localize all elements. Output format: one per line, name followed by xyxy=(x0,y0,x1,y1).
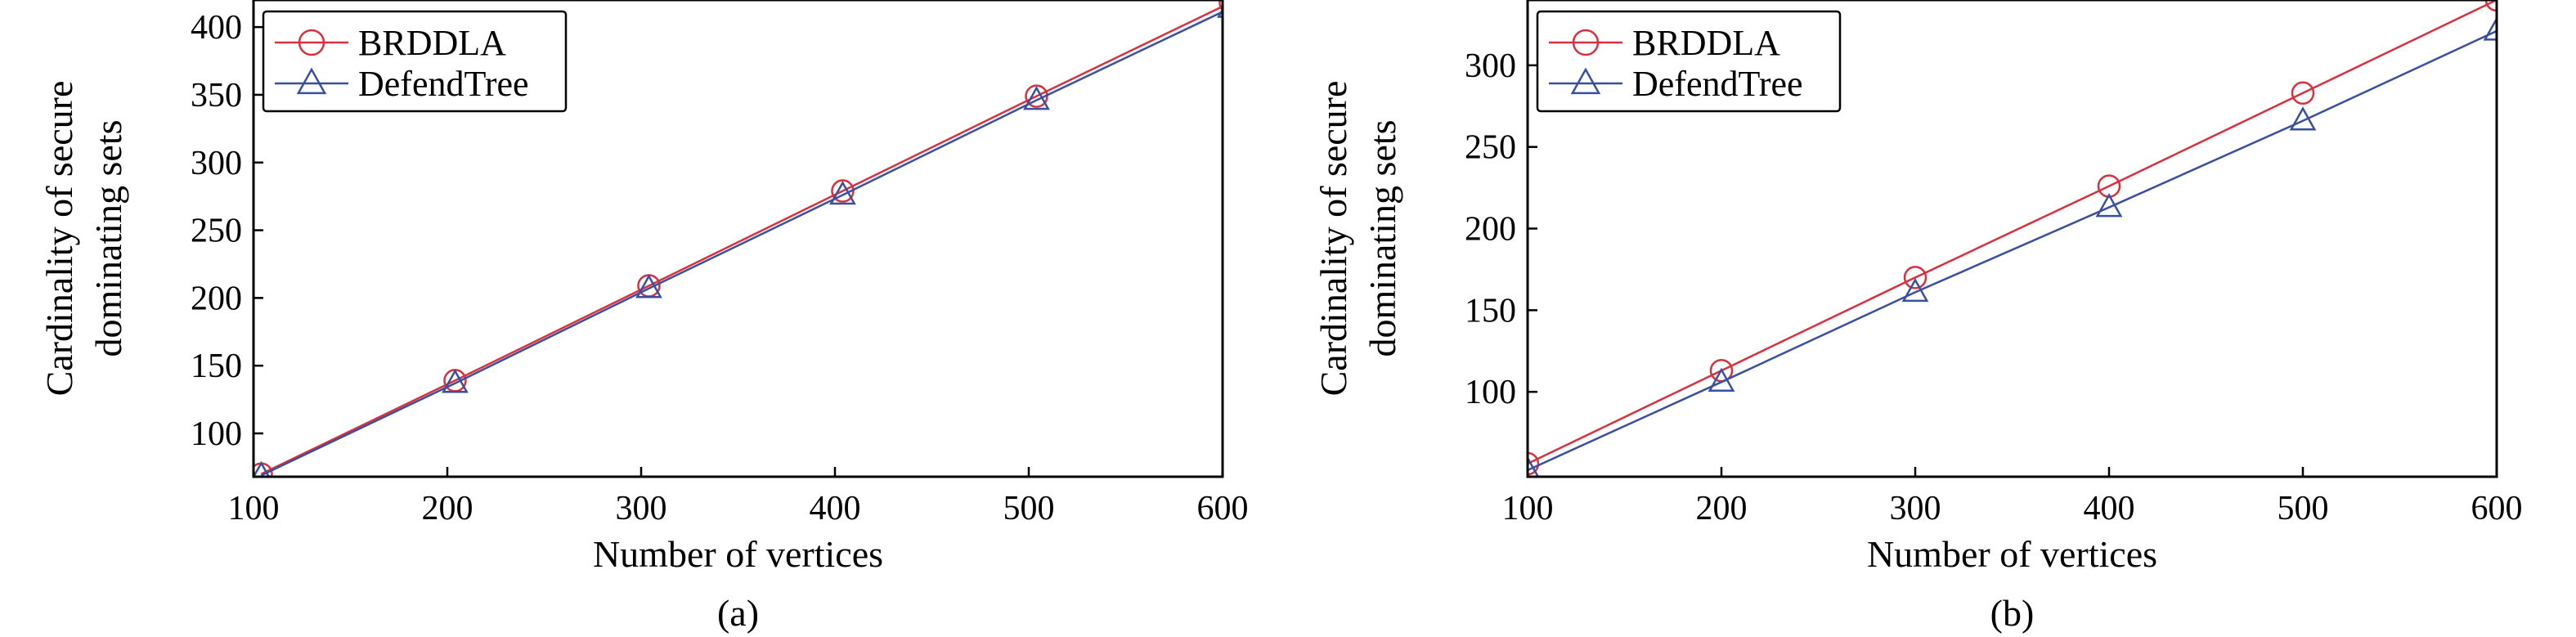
data-point-defendtree xyxy=(1901,277,1929,303)
plot-frame xyxy=(252,0,1224,478)
data-point-defendtree xyxy=(2483,16,2497,41)
panel-caption: (b) xyxy=(1990,592,2035,634)
legend-label-brddla: BRDDLA xyxy=(358,23,506,63)
data-point-brddla xyxy=(1903,266,1928,289)
y-tick-label: 200 xyxy=(1465,211,1516,249)
series-line-brddla xyxy=(1528,0,2497,465)
x-tick-label: 100 xyxy=(228,490,280,527)
plot-frame xyxy=(1526,0,2498,478)
y-tick-label: 100 xyxy=(1465,374,1516,411)
plot-area xyxy=(254,0,1223,477)
x-tick-label: 600 xyxy=(1197,490,1249,527)
panel-a: 100 200 300 400 500 600 100 150 200 250 300 350 400 N… xyxy=(38,0,1249,634)
y-axis-label: Cardinality of secure xyxy=(38,81,80,397)
x-tick-label: 300 xyxy=(1890,490,1941,527)
legend-marker xyxy=(296,67,327,95)
x-tick-label: 200 xyxy=(1696,490,1748,527)
data-point-defendtree xyxy=(829,180,856,205)
y-tick-label: 100 xyxy=(191,415,242,453)
series-line-defendtree xyxy=(260,11,1223,477)
series-line-brddla xyxy=(260,5,1223,475)
panel-caption: (a) xyxy=(717,592,759,634)
y-axis-label: dominating sets xyxy=(1362,119,1403,357)
legend-label-defendtree: DefendTree xyxy=(1632,64,1803,104)
y-axis-label: Cardinality of secure xyxy=(1313,81,1354,397)
x-tick-label: 500 xyxy=(2278,490,2329,527)
plot-area xyxy=(1528,0,2497,477)
y-tick-label: 300 xyxy=(191,145,242,182)
data-point-defendtree xyxy=(2289,106,2317,131)
y-tick-label: 350 xyxy=(191,77,242,114)
data-point-brddla xyxy=(1218,0,1223,11)
y-tick-label: 300 xyxy=(1465,47,1516,85)
x-tick-label: 500 xyxy=(1003,490,1055,527)
data-point-brddla xyxy=(1528,451,1540,476)
series-line-defendtree xyxy=(1528,29,2497,472)
x-tick-label: 600 xyxy=(2471,490,2523,527)
data-point-brddla xyxy=(2291,81,2315,105)
y-tick-label: 250 xyxy=(191,213,242,250)
data-point-defendtree xyxy=(2095,193,2123,218)
x-tick-label: 300 xyxy=(616,490,667,527)
data-point-defendtree xyxy=(1528,455,1540,477)
data-point-defendtree xyxy=(442,369,469,393)
y-tick-label: 150 xyxy=(191,348,242,385)
legend-marker xyxy=(298,29,325,56)
x-tick-label: 400 xyxy=(2084,490,2135,527)
y-tick-label: 150 xyxy=(1465,292,1516,330)
legend-label-defendtree: DefendTree xyxy=(358,64,529,104)
data-point-defendtree xyxy=(635,274,662,298)
legend-label-brddla: BRDDLA xyxy=(1632,23,1780,63)
x-axis-label: Number of vertices xyxy=(1867,533,2157,575)
y-tick-label: 200 xyxy=(191,280,242,317)
data-point-defendtree xyxy=(1708,367,1735,392)
x-tick-label: 200 xyxy=(422,490,473,527)
legend-box xyxy=(262,10,568,113)
panel-b: 100 200 300 400 500 600 100 150 200 250 300 Number … xyxy=(1313,0,2523,634)
x-tick-label: 100 xyxy=(1502,490,1554,527)
y-axis-label: dominating sets xyxy=(88,119,129,357)
legend-box xyxy=(1536,10,1842,113)
legend-marker xyxy=(1572,29,1600,56)
data-point-defendtree xyxy=(254,460,271,477)
x-axis-label: Number of vertices xyxy=(593,533,883,575)
data-point-defendtree xyxy=(1023,86,1050,110)
y-tick-label: 400 xyxy=(191,9,242,47)
y-tick-label: 250 xyxy=(1465,129,1516,167)
legend-marker xyxy=(1570,67,1601,95)
x-tick-label: 400 xyxy=(810,490,861,527)
